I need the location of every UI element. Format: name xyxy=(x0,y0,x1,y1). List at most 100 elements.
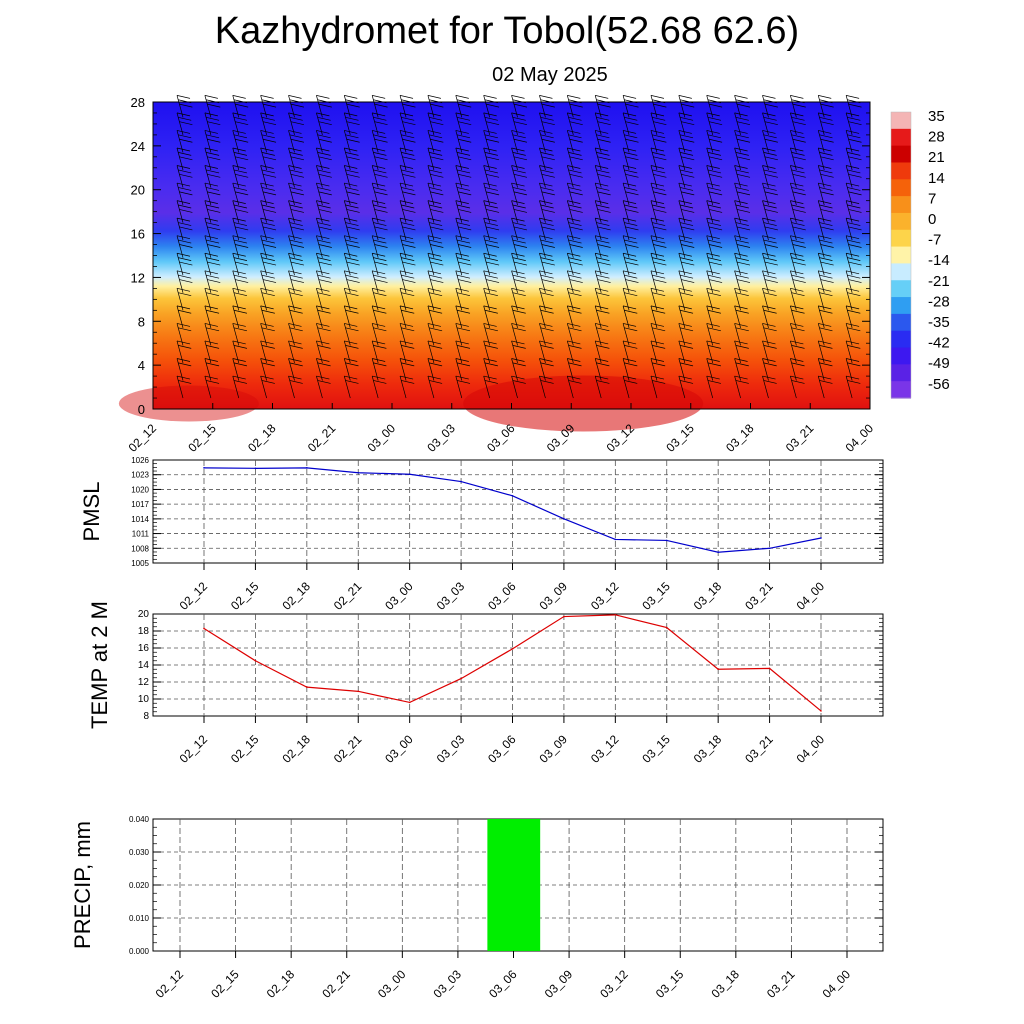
wind-barb xyxy=(566,112,574,135)
wind-barb xyxy=(427,218,435,241)
wind-barb xyxy=(678,358,686,381)
wind-barb-feather xyxy=(679,309,694,314)
wind-barb-feather xyxy=(568,222,582,226)
wind-barb-feather xyxy=(176,112,191,117)
wind-barb-feather xyxy=(484,134,498,139)
colorbar-box xyxy=(891,179,911,197)
wind-barb-feather xyxy=(596,187,610,191)
wind-barb-feather xyxy=(374,226,388,231)
wind-barb-feather xyxy=(486,138,500,143)
wind-barb-feather xyxy=(847,222,861,226)
wind-barb-feather xyxy=(653,121,667,126)
wind-barb-feather xyxy=(512,380,526,384)
wind-barb-feather xyxy=(486,209,500,213)
wind-barb xyxy=(845,288,853,311)
wind-barb xyxy=(371,147,379,171)
wind-barb-feather xyxy=(848,261,862,266)
wind-barb-feather xyxy=(317,187,331,191)
wind-barb xyxy=(622,130,630,153)
wind-barb-feather xyxy=(706,305,720,310)
wind-barb xyxy=(678,270,686,293)
wind-barb-feather xyxy=(455,147,469,152)
colorbar-box xyxy=(891,229,911,248)
x-tick-label: 03_12 xyxy=(597,967,631,1001)
wind-barb-feather xyxy=(346,156,360,161)
wind-barb-feather xyxy=(207,173,221,178)
wind-barb-feather xyxy=(233,362,248,367)
wind-barb xyxy=(845,253,853,276)
wind-barb-feather xyxy=(290,279,304,283)
y-tick-label: 0.030 xyxy=(129,848,150,857)
wind-barb-feather xyxy=(569,279,583,283)
wind-barb-feather xyxy=(650,252,665,257)
wind-barb-feather xyxy=(734,323,748,327)
wind-barb-feather xyxy=(235,226,249,231)
wind-barb xyxy=(762,358,769,381)
wind-barb xyxy=(790,147,797,171)
wind-barb xyxy=(399,112,407,135)
wind-barb-feather xyxy=(289,309,303,314)
wind-barb-feather xyxy=(345,116,359,121)
wind-barb-feather xyxy=(679,239,694,244)
wind-barb-feather xyxy=(345,239,359,244)
wind-barb-feather xyxy=(178,327,192,332)
wind-barb-feather xyxy=(512,345,526,349)
wind-barb-feather xyxy=(678,375,692,380)
wind-barb xyxy=(288,270,295,293)
wind-barb-feather xyxy=(763,239,777,244)
wind-barb-feather xyxy=(346,226,360,231)
wind-barb xyxy=(734,165,741,188)
wind-barb xyxy=(204,375,212,399)
wind-barb xyxy=(734,200,741,223)
wind-barb-feather xyxy=(484,292,498,297)
wind-barb xyxy=(288,200,295,223)
wind-barb xyxy=(260,305,267,328)
wind-barb-feather xyxy=(206,204,220,209)
wind-barb-feather xyxy=(290,191,304,196)
wind-barb xyxy=(734,270,741,293)
wind-barb-feather xyxy=(288,165,302,169)
wind-barb xyxy=(176,130,184,153)
wind-barb-feather xyxy=(681,226,695,231)
wind-barb xyxy=(316,253,323,276)
wind-barb xyxy=(622,147,630,171)
temp-point xyxy=(408,701,411,704)
wind-barb-feather xyxy=(790,358,804,362)
wind-barb-feather xyxy=(204,358,218,362)
wind-barb-feather xyxy=(792,244,806,248)
wind-barb-feather xyxy=(207,103,221,108)
wind-barb-feather xyxy=(848,226,862,231)
temp-point xyxy=(820,710,822,712)
colorbar-frame xyxy=(890,111,912,399)
wind-barb-feather xyxy=(374,209,388,213)
wind-barb-feather xyxy=(847,239,861,244)
wind-barb-feather xyxy=(706,358,720,362)
wind-barb-feather xyxy=(790,252,804,257)
wind-barb xyxy=(539,288,546,311)
wind-barb-feather xyxy=(679,327,694,332)
wind-barb-feather xyxy=(262,121,277,126)
wind-barb-feather xyxy=(597,173,611,178)
wind-barb-feather xyxy=(624,274,638,279)
pmsl-point xyxy=(357,471,360,474)
wind-barb-feather xyxy=(846,305,860,310)
wind-barb-feather xyxy=(624,292,638,297)
wind-barb-feather xyxy=(706,323,720,327)
wind-barb-feather xyxy=(512,134,526,139)
wind-barb-feather xyxy=(288,252,302,257)
wind-barb xyxy=(511,323,518,346)
wind-barb xyxy=(706,147,714,171)
x-tick-label: 03_21 xyxy=(742,579,776,613)
wind-barb-feather xyxy=(681,121,695,126)
wind-barb-feather xyxy=(232,147,246,152)
wind-barb-feather xyxy=(569,261,583,266)
wind-barb xyxy=(734,358,741,381)
wind-barb xyxy=(204,130,212,153)
wind-barb-feather xyxy=(568,362,582,367)
wind-barb-feather xyxy=(289,292,303,297)
wind-barb-feather xyxy=(596,169,610,174)
colorbar-boxes xyxy=(890,111,912,399)
wind-barb-feather xyxy=(567,95,581,99)
wind-barb-feather xyxy=(430,261,444,266)
wind-barb-feather xyxy=(260,130,274,134)
